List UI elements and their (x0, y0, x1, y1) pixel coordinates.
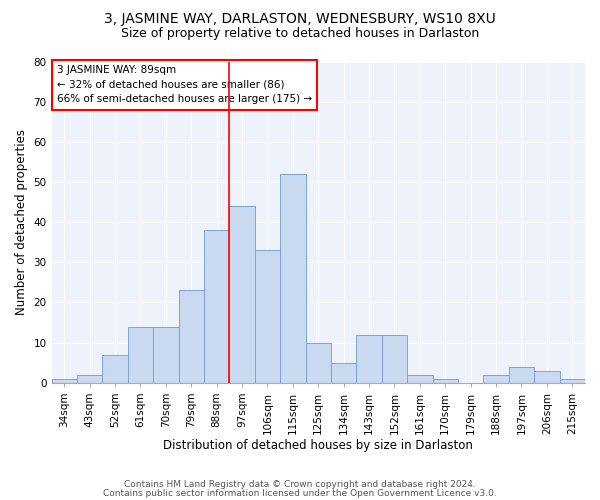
Text: 3 JASMINE WAY: 89sqm
← 32% of detached houses are smaller (86)
66% of semi-detac: 3 JASMINE WAY: 89sqm ← 32% of detached h… (57, 64, 312, 104)
Bar (331, 362, 356, 383)
Bar (128, 326, 153, 383)
Bar (407, 375, 433, 383)
Text: Contains HM Land Registry data © Crown copyright and database right 2024.: Contains HM Land Registry data © Crown c… (124, 480, 476, 489)
Bar (52, 379, 77, 383)
Bar (382, 334, 407, 383)
Bar (509, 366, 534, 383)
Bar (103, 354, 128, 383)
Bar (204, 230, 229, 383)
Bar (77, 375, 103, 383)
X-axis label: Distribution of detached houses by size in Darlaston: Distribution of detached houses by size … (163, 440, 473, 452)
Text: 3, JASMINE WAY, DARLASTON, WEDNESBURY, WS10 8XU: 3, JASMINE WAY, DARLASTON, WEDNESBURY, W… (104, 12, 496, 26)
Bar (153, 326, 179, 383)
Text: Contains public sector information licensed under the Open Government Licence v3: Contains public sector information licen… (103, 488, 497, 498)
Bar (179, 290, 204, 383)
Bar (560, 379, 585, 383)
Text: Size of property relative to detached houses in Darlaston: Size of property relative to detached ho… (121, 28, 479, 40)
Bar (305, 342, 331, 383)
Y-axis label: Number of detached properties: Number of detached properties (15, 129, 28, 315)
Bar (255, 250, 280, 383)
Bar (229, 206, 255, 383)
Bar (534, 370, 560, 383)
Bar (280, 174, 305, 383)
Bar (433, 379, 458, 383)
Bar (356, 334, 382, 383)
Bar (484, 375, 509, 383)
